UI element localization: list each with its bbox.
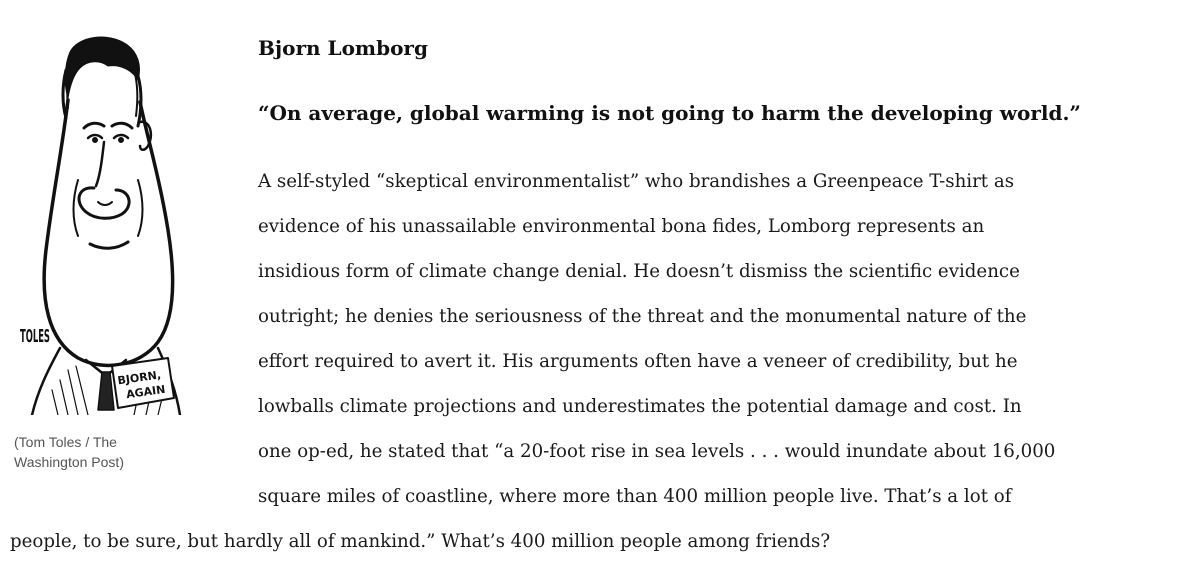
image-caption: (Tom Toles / The Washington Post) [14, 434, 124, 470]
body-line: effort required to avert it. His argumen… [258, 351, 1018, 372]
body-line: evidence of his unassailable environment… [258, 216, 985, 237]
body-line: insidious form of climate change denial.… [258, 261, 1020, 282]
body-line: lowballs climate projections and underes… [258, 396, 1022, 417]
caricature-illustration: BJORN, AGAIN TOLES [8, 30, 183, 415]
pull-quote: “On average, global warming is not going… [258, 101, 1081, 125]
sign-line-1: BJORN, [117, 368, 162, 387]
cartoon-figure: BJORN, AGAIN TOLES (Tom Toles / The Wash… [0, 0, 230, 470]
body-line: one op-ed, he stated that “a 20-foot ris… [258, 441, 1056, 462]
sign-line-2: AGAIN [125, 383, 166, 401]
body-line: square miles of coastline, where more th… [258, 486, 1012, 507]
person-name: Bjorn Lomborg [258, 36, 428, 60]
body-line: A self-styled “skeptical environmentalis… [258, 171, 1015, 192]
body-line: people, to be sure, but hardly all of ma… [10, 531, 831, 552]
body-line: outright; he denies the seriousness of t… [258, 306, 1027, 327]
artist-signature: TOLES [20, 327, 50, 348]
